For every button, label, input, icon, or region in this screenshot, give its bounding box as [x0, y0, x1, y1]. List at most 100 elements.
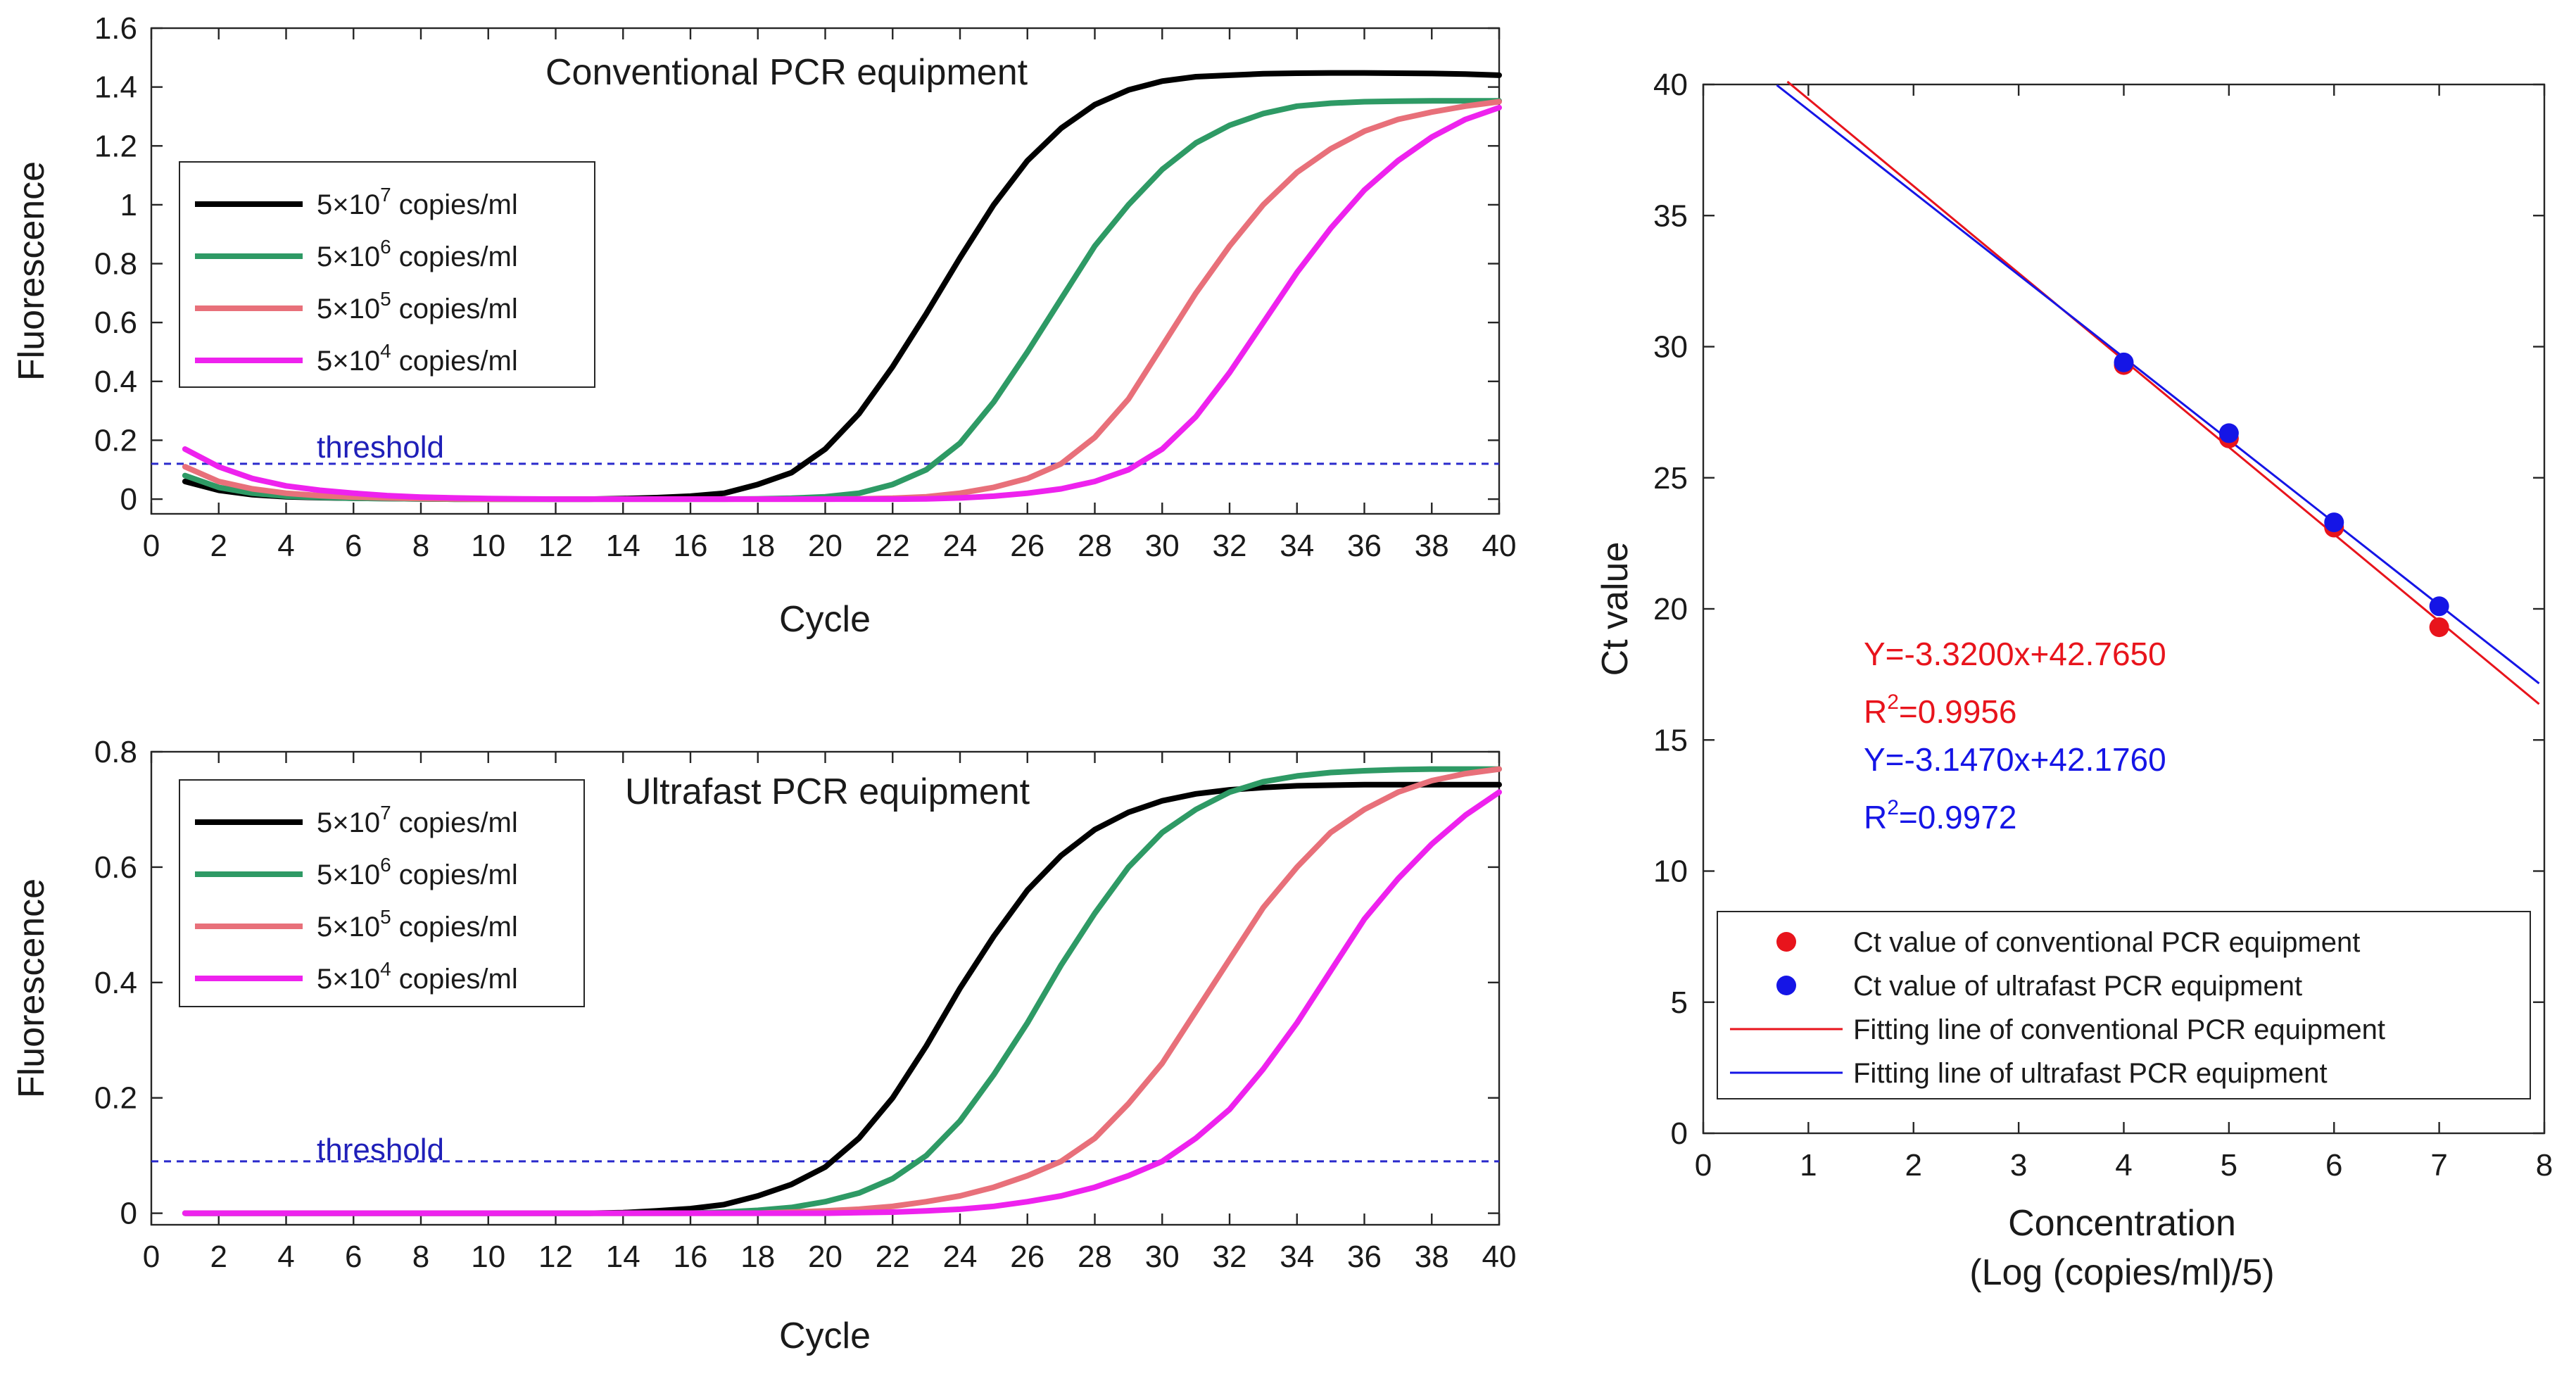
- bottom-y-tick-label: 0: [120, 1197, 137, 1231]
- top-series-line-4: [182, 104, 1502, 503]
- bottom-x-tick-label: 28: [1078, 1240, 1112, 1274]
- right-fit-line-1: [1776, 84, 2540, 685]
- bottom-legend-label: 5×105 copies/ml: [317, 906, 518, 943]
- right-r2-1: R2=0.9972: [1864, 796, 2016, 836]
- right-x-tick-label: 8: [2536, 1148, 2553, 1183]
- top-x-tick-label: 20: [808, 529, 842, 563]
- top-legend-label: 5×105 copies/ml: [317, 288, 518, 324]
- top-x-tick-label: 34: [1280, 529, 1314, 563]
- top-y-tick-label: 1.4: [94, 70, 137, 105]
- right-x-axis-label-2: (Log (copies/ml)/5): [1969, 1252, 2274, 1293]
- top-x-tick-label: 12: [538, 529, 573, 563]
- bottom-legend-label: 5×107 copies/ml: [317, 802, 518, 838]
- top-x-tick-label: 16: [674, 529, 708, 563]
- right-x-tick-label: 0: [1695, 1148, 1712, 1183]
- right-point-series-1: [2114, 352, 2134, 372]
- bottom-series-lines: [182, 766, 1502, 1216]
- bottom-series-line-4: [182, 789, 1502, 1216]
- bottom-legend-box: [179, 779, 585, 1007]
- top-x-tick-label: 14: [606, 529, 640, 563]
- top-y-tick-label: 1.6: [94, 11, 137, 46]
- right-y-tick-label: 5: [1671, 985, 1688, 1020]
- top-y-tick-label: 0.6: [94, 305, 137, 340]
- top-y-tick-label: 0.8: [94, 247, 137, 282]
- right-equation-0: Y=-3.3200x+42.7650: [1864, 636, 2166, 672]
- right-point-series-1: [2218, 423, 2239, 443]
- bottom-x-tick-label: 16: [674, 1240, 708, 1274]
- bottom-x-tick-label: 24: [943, 1240, 978, 1274]
- right-fit-lines: [1776, 80, 2540, 705]
- right-chart: 0 1 2 3 4 5 6 7 8 0 5 10 15 20 25 30 35 40 Y=-3.3200x+42.…: [1595, 68, 2553, 1293]
- bottom-legend-label: 5×104 copies/ml: [317, 958, 518, 995]
- right-legend-box: [1717, 911, 2531, 1099]
- bottom-x-tick-label: 38: [1415, 1240, 1449, 1274]
- right-legend-marker: [1776, 976, 1796, 995]
- bottom-x-tick-label: 30: [1145, 1240, 1180, 1274]
- top-axis-ticks: 0 2 4 6 8 10 12 14 16 18 20 22 24 26 28 30 32 34 36 38 4000.…: [94, 11, 1517, 563]
- bottom-x-tick-label: 4: [277, 1240, 294, 1274]
- top-x-tick-label: 28: [1078, 529, 1112, 563]
- bottom-y-axis-label: Fluorescence: [11, 878, 52, 1098]
- right-y-tick-label: 30: [1653, 330, 1688, 365]
- right-y-tick-label: 10: [1653, 855, 1688, 889]
- right-point-series-1: [2429, 596, 2449, 617]
- top-x-tick-label: 8: [412, 529, 429, 563]
- top-x-tick-label: 6: [345, 529, 362, 563]
- right-x-tick-label: 7: [2430, 1148, 2447, 1183]
- right-x-tick-label: 3: [2010, 1148, 2027, 1183]
- bottom-legend: 5×107 copies/ml 5×106 copies/ml 5×105 copi…: [179, 779, 585, 1007]
- bottom-x-tick-label: 12: [538, 1240, 573, 1274]
- top-y-axis-label: Fluorescence: [11, 161, 52, 381]
- right-fit-line-0: [1786, 80, 2540, 705]
- bottom-legend-label: 5×106 copies/ml: [317, 854, 518, 890]
- bottom-y-tick-label: 0.2: [94, 1081, 137, 1116]
- bottom-x-tick-label: 36: [1347, 1240, 1382, 1274]
- right-y-tick-label: 40: [1653, 68, 1688, 102]
- right-y-axis-label: Ct value: [1595, 542, 1636, 676]
- right-y-tick-label: 0: [1671, 1116, 1688, 1151]
- bottom-x-tick-label: 0: [143, 1240, 160, 1274]
- top-x-tick-label: 2: [210, 529, 227, 563]
- bottom-axis-ticks: 0 2 4 6 8 10 12 14 16 18 20 22 24 26 28 30 32 34 36 38 4000.…: [94, 735, 1517, 1274]
- top-threshold: threshold: [151, 430, 1499, 465]
- top-x-tick-label: 4: [277, 529, 294, 563]
- bottom-chart-title: Ultrafast PCR equipment: [625, 771, 1030, 812]
- top-x-tick-label: 38: [1415, 529, 1449, 563]
- top-y-tick-label: 0: [120, 482, 137, 517]
- right-point-series-1: [2324, 512, 2344, 533]
- right-point-series-0: [2429, 617, 2449, 638]
- top-chart: 0 2 4 6 8 10 12 14 16 18 20 22 24 26 28 30 32 34 36 38 4000.…: [11, 11, 1516, 640]
- bottom-x-tick-label: 32: [1213, 1240, 1247, 1274]
- right-equation-1: Y=-3.1470x+42.1760: [1864, 741, 2166, 778]
- right-x-tick-label: 5: [2221, 1148, 2237, 1183]
- bottom-x-tick-label: 14: [606, 1240, 640, 1274]
- top-x-tick-label: 10: [471, 529, 505, 563]
- bottom-x-tick-label: 40: [1482, 1240, 1517, 1274]
- right-data-points: [2114, 352, 2449, 638]
- top-chart-title: Conventional PCR equipment: [545, 52, 1028, 93]
- top-x-tick-label: 26: [1010, 529, 1044, 563]
- right-equations: Y=-3.3200x+42.7650 R2=0.9956 Y=-3.1470x+42…: [1864, 636, 2166, 836]
- top-y-tick-label: 1.2: [94, 129, 137, 163]
- right-legend-marker: [1776, 932, 1796, 952]
- right-x-axis-label: Concentration: [2008, 1203, 2236, 1244]
- right-x-tick-label: 2: [1905, 1148, 1922, 1183]
- top-series-lines: [182, 70, 1502, 503]
- right-legend-label: Fitting line of ultrafast PCR equipment: [1853, 1058, 2328, 1089]
- right-r2-0: R2=0.9956: [1864, 691, 2016, 730]
- bottom-x-tick-label: 2: [210, 1240, 227, 1274]
- right-axis-ticks: 0 1 2 3 4 5 6 7 8 0 5 10 15 20 25 30 35 40: [1653, 68, 2553, 1183]
- top-x-tick-label: 32: [1213, 529, 1247, 563]
- right-y-tick-label: 20: [1653, 592, 1688, 626]
- bottom-threshold-label: threshold: [317, 1133, 444, 1167]
- right-y-tick-label: 35: [1653, 198, 1688, 233]
- bottom-chart: 0 2 4 6 8 10 12 14 16 18 20 22 24 26 28 30 32 34 36 38 4000.…: [11, 735, 1516, 1356]
- top-threshold-label: threshold: [317, 430, 444, 465]
- bottom-threshold: threshold: [151, 1133, 1499, 1167]
- top-x-axis-label: Cycle: [779, 599, 871, 640]
- right-legend: Ct value of conventional PCR equipment Ct…: [1717, 911, 2531, 1099]
- top-x-tick-label: 40: [1482, 529, 1517, 563]
- bottom-x-tick-label: 10: [471, 1240, 505, 1274]
- bottom-y-tick-label: 0.8: [94, 735, 137, 769]
- bottom-x-tick-label: 22: [876, 1240, 910, 1274]
